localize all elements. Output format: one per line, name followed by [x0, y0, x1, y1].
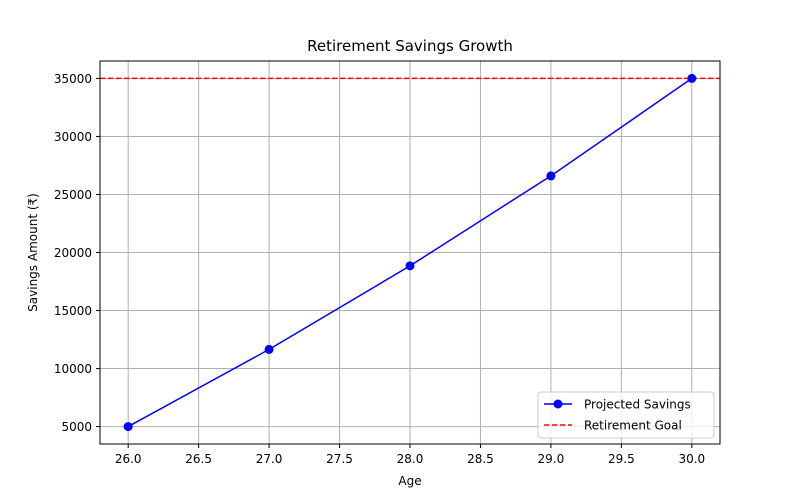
legend-marker-projected-savings	[553, 399, 563, 409]
projected-savings-point	[546, 171, 556, 181]
legend-box	[537, 391, 715, 439]
x-tick-label: 28.5	[467, 452, 494, 466]
y-tick-label: 15000	[54, 304, 92, 318]
x-axis-label: Age	[398, 474, 421, 488]
x-tick-label: 29.5	[608, 452, 635, 466]
y-tick-label: 10000	[54, 362, 92, 376]
y-tick-label: 20000	[54, 246, 92, 260]
y-axis-ticks: 5000 10000 15000 20000 25000 30000 35000	[54, 72, 100, 434]
x-tick-label: 29.0	[538, 452, 565, 466]
y-axis-label: Savings Amount (₹)	[26, 193, 40, 312]
projected-savings-point	[405, 261, 415, 271]
y-tick-label: 30000	[54, 130, 92, 144]
x-tick-label: 27.0	[256, 452, 283, 466]
y-tick-label: 5000	[61, 420, 92, 434]
legend-label-projected-savings: Projected Savings	[584, 398, 691, 412]
projected-savings-point	[123, 422, 133, 432]
projected-savings-point	[687, 73, 697, 83]
projected-savings-point	[264, 344, 274, 354]
x-tick-label: 30.0	[678, 452, 705, 466]
x-tick-label: 28.0	[397, 452, 424, 466]
y-tick-label: 35000	[54, 72, 92, 86]
x-tick-label: 26.5	[185, 452, 212, 466]
chart-title: Retirement Savings Growth	[307, 37, 513, 55]
series-group	[123, 73, 697, 432]
legend: Projected Savings Retirement Goal	[537, 391, 715, 439]
x-tick-label: 26.0	[115, 452, 142, 466]
x-axis-ticks: 26.0 26.5 27.0 27.5 28.0 28.5 29.0 29.5 30.0	[115, 444, 705, 466]
x-tick-label: 27.5	[326, 452, 353, 466]
legend-label-retirement-goal: Retirement Goal	[584, 419, 682, 433]
y-tick-label: 25000	[54, 188, 92, 202]
